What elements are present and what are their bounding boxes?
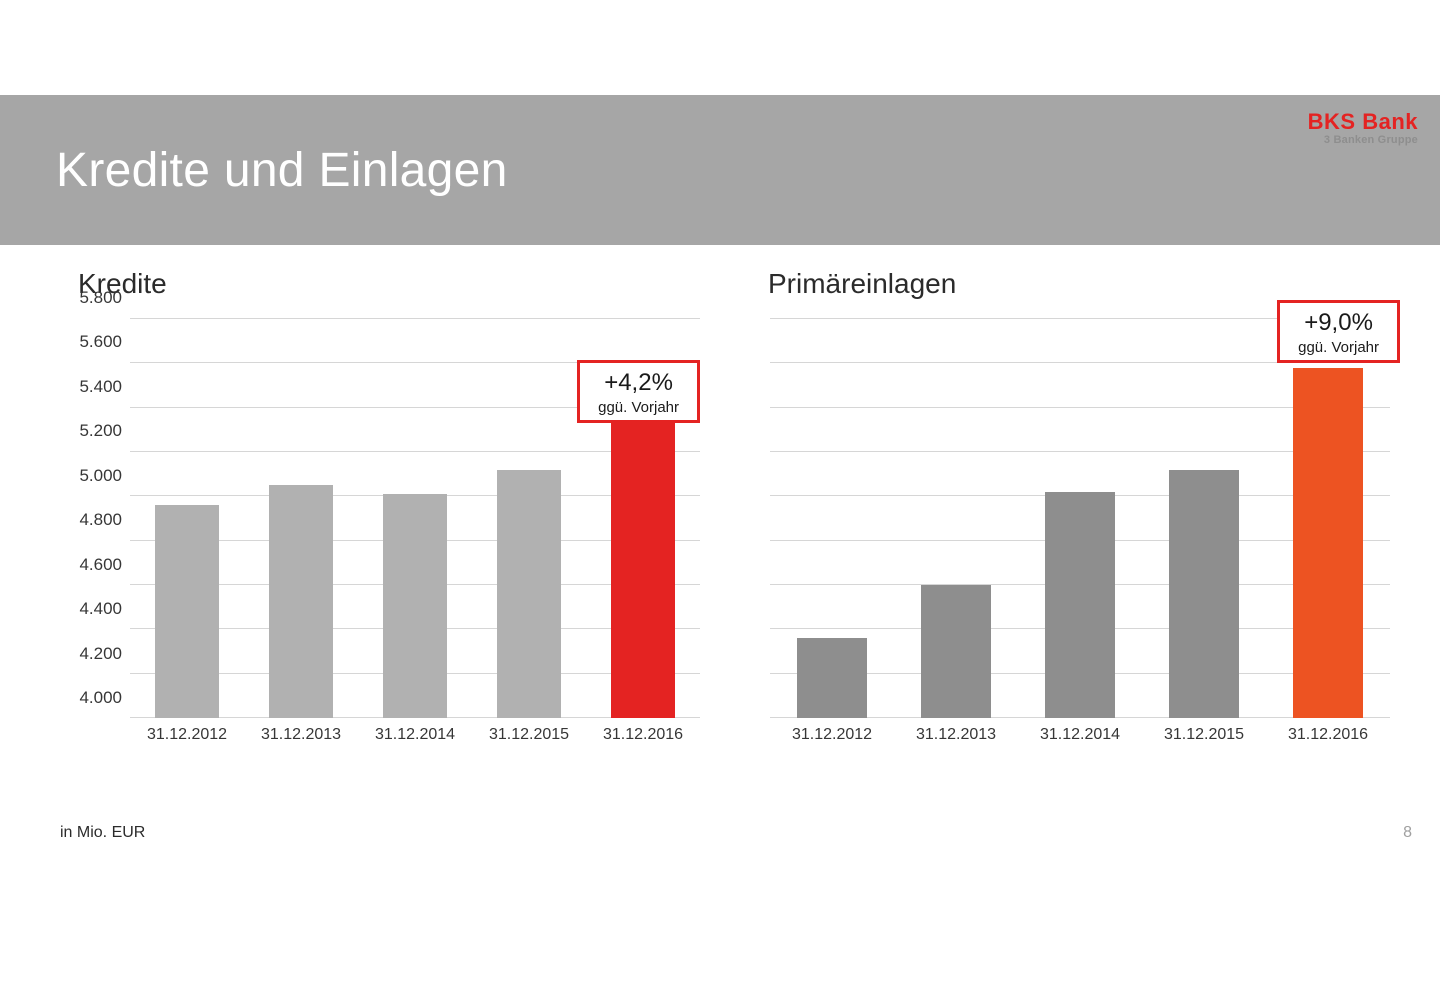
- annotation-text-small: ggü. Vorjahr: [598, 399, 679, 416]
- annotation-text-big: +9,0%: [1298, 309, 1379, 337]
- bar: [611, 422, 675, 718]
- x-tick-label: 31.12.2016: [1266, 718, 1390, 748]
- title-bar: Kredite und Einlagen: [0, 95, 1440, 245]
- slide-title: Kredite und Einlagen: [56, 143, 508, 198]
- y-tick-label: 5.000: [79, 466, 122, 486]
- bar: [269, 485, 333, 718]
- chart-panel-primaereinlagen: Primäreinlagen +9,0% ggü. Vorjahr 31.12.…: [750, 260, 1400, 830]
- bar: [1293, 368, 1362, 718]
- y-tick-label: 5.400: [79, 377, 122, 397]
- bar-slot: [770, 319, 894, 718]
- brand-logo: BKS Bank 3 Banken Gruppe: [1308, 110, 1418, 147]
- bar-slot: [1142, 319, 1266, 718]
- bar: [921, 585, 990, 718]
- footnote: in Mio. EUR: [60, 824, 145, 842]
- x-tick-label: 31.12.2012: [130, 718, 244, 748]
- bar-slot: [130, 319, 244, 718]
- bar: [797, 638, 866, 718]
- x-tick-label: 31.12.2014: [358, 718, 472, 748]
- annotation-box-primaereinlagen: +9,0% ggü. Vorjahr: [1277, 300, 1400, 363]
- y-tick-label: 4.000: [79, 688, 122, 708]
- y-tick-label: 4.400: [79, 599, 122, 619]
- chart-wrap-primaereinlagen: +9,0% ggü. Vorjahr 31.12.201231.12.20133…: [750, 318, 1400, 830]
- bar-slot: [244, 319, 358, 718]
- bar-slot: [1266, 319, 1390, 718]
- y-tick-label: 4.200: [79, 644, 122, 664]
- x-tick-label: 31.12.2015: [1142, 718, 1266, 748]
- chart-panel-kredite: Kredite +4,2% ggü. Vorjahr 4.000 4.200 4.4…: [60, 260, 710, 830]
- chart-title-primaereinlagen: Primäreinlagen: [768, 268, 1400, 300]
- annotation-text-big: +4,2%: [598, 369, 679, 397]
- y-tick-label: 5.600: [79, 332, 122, 352]
- bars-container: [770, 319, 1390, 718]
- bar-slot: [472, 319, 586, 718]
- page-number: 8: [1403, 824, 1412, 842]
- slide: Kredite und Einlagen BKS Bank 3 Banken G…: [0, 0, 1440, 1004]
- chart-wrap-kredite: +4,2% ggü. Vorjahr 4.0004.2004.4004.6004…: [60, 318, 710, 830]
- x-tick-label: 31.12.2015: [472, 718, 586, 748]
- bar: [497, 470, 561, 718]
- bar: [383, 494, 447, 718]
- annotation-text-small: ggü. Vorjahr: [1298, 339, 1379, 356]
- plot-area: [770, 318, 1390, 718]
- y-tick-label: 5.800: [79, 288, 122, 308]
- x-tick-label: 31.12.2014: [1018, 718, 1142, 748]
- y-tick-label: 4.600: [79, 555, 122, 575]
- annotation-box-kredite: +4,2% ggü. Vorjahr: [577, 360, 700, 423]
- x-tick-label: 31.12.2013: [894, 718, 1018, 748]
- y-axis: 4.000 4.200 4.400 4.600 4.800 5.000 5.200 5.400…: [60, 318, 130, 718]
- x-tick-label: 31.12.2013: [244, 718, 358, 748]
- bar-slot: [1018, 319, 1142, 718]
- x-tick-label: 31.12.2016: [586, 718, 700, 748]
- y-tick-label: 4.800: [79, 510, 122, 530]
- bar-slot: [358, 319, 472, 718]
- bar: [155, 505, 219, 718]
- chart-title-kredite: Kredite: [78, 268, 710, 300]
- bar: [1169, 470, 1238, 718]
- brand-sub: 3 Banken Gruppe: [1308, 135, 1418, 147]
- brand-main: BKS Bank: [1308, 110, 1418, 133]
- x-axis-labels: 31.12.201231.12.201331.12.201431.12.2015…: [770, 718, 1390, 748]
- y-tick-label: 5.200: [79, 421, 122, 441]
- bar: [1045, 492, 1114, 718]
- bar-slot: [894, 319, 1018, 718]
- charts-row: Kredite +4,2% ggü. Vorjahr 4.000 4.200 4.4…: [60, 260, 1400, 830]
- x-tick-label: 31.12.2012: [770, 718, 894, 748]
- x-axis-labels: 31.12.201231.12.201331.12.201431.12.2015…: [130, 718, 700, 748]
- chart-primaereinlagen: 31.12.201231.12.201331.12.201431.12.2015…: [750, 318, 1400, 748]
